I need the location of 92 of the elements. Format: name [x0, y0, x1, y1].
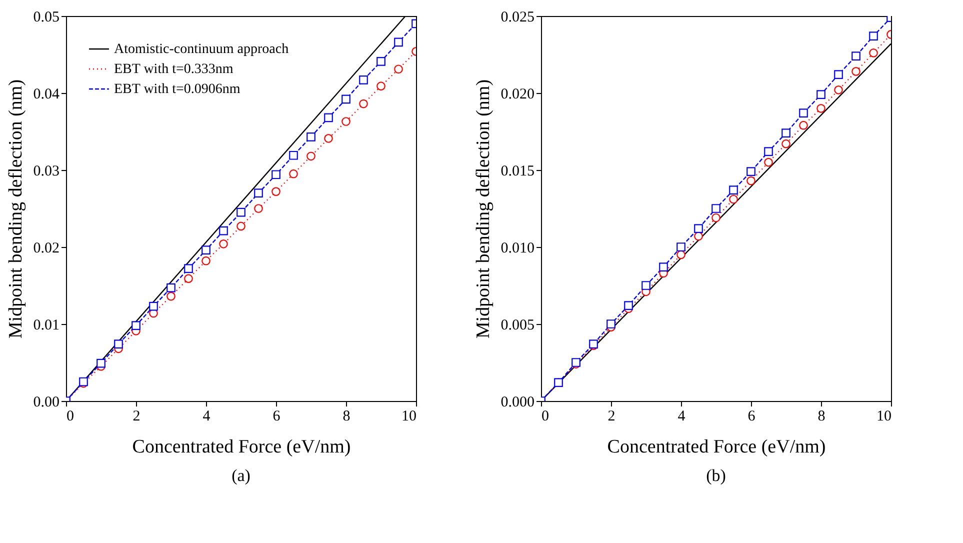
y-tick-label: 0.02: [33, 240, 60, 256]
point: [306, 132, 316, 142]
point: [219, 240, 228, 248]
point: [202, 256, 210, 266]
x-tick-label: 6: [748, 408, 756, 424]
point: [676, 250, 686, 260]
text: (b): [706, 466, 726, 485]
point: [149, 302, 158, 311]
point: [184, 274, 193, 283]
point: [289, 169, 298, 178]
legend-label: EBT with t=0.333nm: [114, 62, 234, 77]
legend-label: Atomistic-continuum approach: [114, 42, 289, 57]
x-tick-label: 0: [542, 408, 549, 424]
point: [272, 187, 280, 196]
point: [236, 222, 246, 231]
point: [359, 75, 368, 84]
point: [289, 150, 298, 160]
point: [96, 358, 106, 368]
point: [816, 90, 826, 99]
point: [132, 321, 140, 330]
point: [272, 170, 280, 180]
y-tick-label: 0.015: [500, 164, 534, 180]
point: [236, 208, 246, 217]
y-tick-label: 0.03: [33, 164, 60, 180]
point: [694, 224, 703, 233]
x-tick-label: 2: [132, 408, 140, 424]
x-tick-label: 6: [272, 408, 281, 424]
x-tick-label: 8: [818, 408, 826, 424]
x-tick-label: 0: [66, 408, 74, 424]
point: [852, 67, 860, 76]
point: [869, 32, 878, 40]
point: [184, 264, 193, 273]
point: [712, 213, 720, 222]
point: [624, 301, 633, 310]
point: [729, 186, 738, 194]
point: [202, 246, 210, 255]
point: [219, 226, 228, 236]
point: [852, 52, 860, 60]
point: [676, 242, 686, 252]
point: [782, 128, 790, 138]
point: [394, 38, 403, 47]
y-tick-label: 0.000: [500, 394, 534, 410]
point: [642, 281, 650, 290]
point: [764, 158, 773, 167]
point: [816, 104, 826, 113]
point: [869, 48, 878, 58]
point: [746, 176, 756, 186]
y-tick-label: 0.010: [500, 240, 534, 256]
point: [359, 99, 368, 108]
y-tick-label: 0.01: [33, 318, 60, 334]
x-axis-title: Concentrated Force (eV/nm): [132, 436, 351, 458]
x-tick-label: 4: [678, 408, 686, 424]
y-tick-label: 0.04: [33, 86, 60, 102]
point: [166, 283, 176, 292]
point: [254, 204, 263, 213]
point: [834, 70, 843, 79]
y-axis-title: Midpoint bending deflection (nm): [5, 79, 26, 339]
point: [342, 117, 350, 126]
point: [324, 134, 333, 143]
point: [376, 82, 386, 90]
y-tick-label: 0.05: [33, 10, 60, 26]
point: [712, 204, 720, 213]
x-tick-label: 2: [608, 408, 616, 424]
point: [834, 86, 843, 94]
point: [799, 108, 808, 118]
point: [306, 152, 316, 161]
legend-label: EBT with t=0.0906nm: [114, 82, 240, 97]
text: (a): [232, 466, 250, 485]
x-axis-title: Concentrated Force (eV/nm): [607, 436, 826, 458]
x-tick-label: 10: [876, 408, 892, 424]
point: [166, 292, 176, 301]
point: [342, 94, 350, 104]
point: [324, 113, 333, 122]
x-tick-label: 8: [342, 408, 350, 424]
y-tick-label: 0.00: [33, 394, 60, 410]
point: [606, 320, 616, 328]
y-tick-label: 0.005: [500, 318, 534, 334]
point: [782, 139, 790, 148]
point: [376, 57, 386, 66]
x-tick-label: 4: [202, 408, 211, 424]
y-axis-title: Midpoint bending deflection (nm): [472, 79, 494, 339]
point: [729, 194, 738, 204]
x-tick-label: 10: [402, 408, 416, 424]
point: [659, 262, 668, 272]
point: [254, 188, 263, 198]
point: [799, 120, 808, 130]
point: [114, 340, 123, 348]
y-tick-label: 0.025: [500, 10, 534, 26]
y-tick-label: 0.020: [500, 86, 534, 102]
point: [394, 64, 403, 74]
point: [764, 147, 773, 156]
point: [746, 167, 756, 176]
